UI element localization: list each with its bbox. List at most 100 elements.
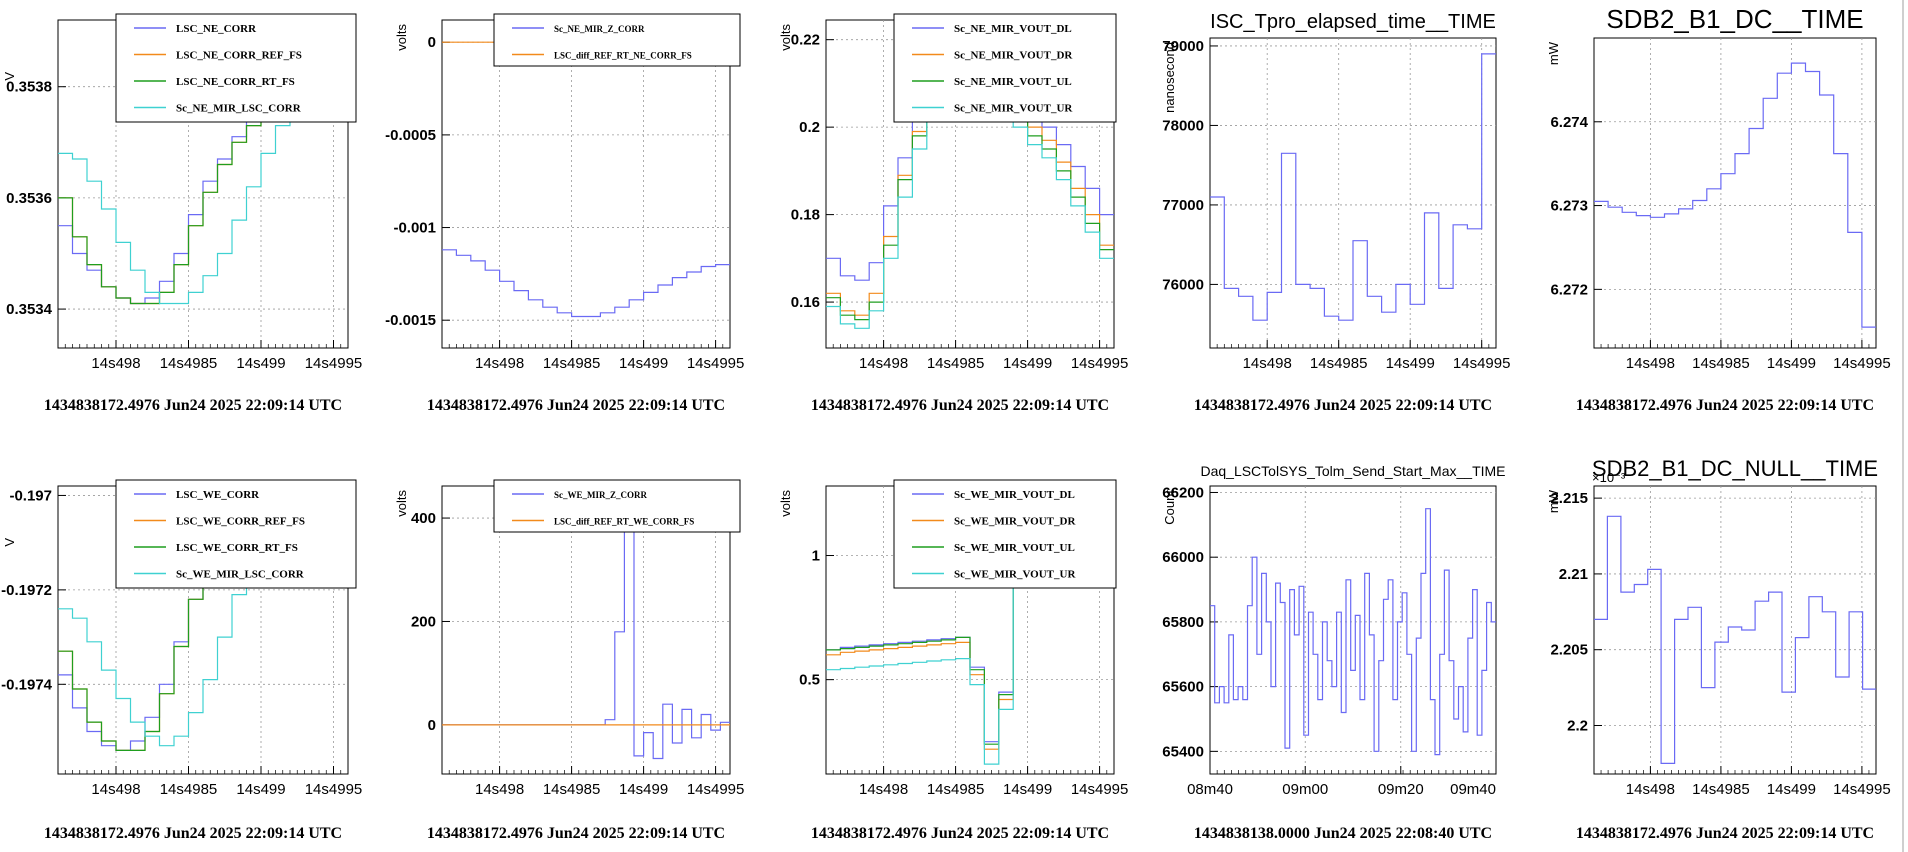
y-tick-label: 2.2 (1567, 717, 1588, 734)
y-axis-label: volts (394, 490, 409, 517)
legend-box (115, 479, 357, 589)
footer-timestamp: 1434838172.4976 Jun24 2025 22:09:14 UTC (44, 825, 342, 842)
y-tick-label: 0 (428, 34, 436, 51)
x-tick-label: 14s4995 (305, 355, 363, 372)
x-tick-label: 14s4985 (543, 355, 601, 372)
series-line-1 (1210, 508, 1496, 756)
panel-6: 14s498 14s4985 14s499 14s4995 -0.197 -0.1972 -… (1, 479, 362, 842)
footer-timestamp: 1434838138.0000 Jun24 2025 22:08:40 UTC (1194, 825, 1492, 842)
x-tick-label: 14s4985 (1310, 355, 1368, 372)
y-axis-label: V (2, 538, 17, 547)
panel-5: 14s498 14s4985 14s499 14s4995 6.272 6.273 6.27… (1546, 4, 1891, 414)
x-tick-label: 14s499 (236, 781, 285, 798)
y-tick-label: 6.272 (1550, 281, 1588, 298)
y-axis-label: mW (1546, 41, 1561, 65)
x-tick-label: 14s499 (1767, 355, 1816, 372)
legend-entry: LSC_NE_CORR_REF_FS (176, 50, 302, 62)
legend-entry: Sc_WE_MIR_VOUT_DL (954, 489, 1075, 501)
y-tick-label: 78000 (1162, 117, 1204, 134)
x-tick-label: 14s498 (859, 781, 908, 798)
x-tick-label: 14s499 (619, 355, 668, 372)
series-line-1 (1210, 53, 1496, 321)
x-tick-label: 14s4985 (160, 355, 218, 372)
y-tick-label: 0.22 (791, 32, 820, 49)
y-axis-label: volts (778, 490, 793, 517)
footer-timestamp: 1434838172.4976 Jun24 2025 22:09:14 UTC (427, 825, 725, 842)
panel-2: 14s498 14s4985 14s499 14s4995 0 -0.0005 -0.001… (385, 13, 745, 414)
legend-entry: Sc_NE_MIR_VOUT_DR (954, 50, 1073, 62)
y-tick-label: 2.215 (1550, 490, 1588, 507)
y-tick-label: 200 (411, 613, 436, 630)
series-line-4 (58, 486, 277, 747)
legend-entry: Sc_WE_MIR_VOUT_UR (954, 569, 1076, 581)
x-tick-label: 14s498 (1626, 781, 1675, 798)
legend-entry: Sc_WE_MIR_VOUT_DR (954, 516, 1076, 528)
y-tick-label: -0.1972 (1, 582, 52, 599)
series-line-1 (1594, 515, 1876, 764)
plot-frame (1593, 485, 1877, 775)
legend-box (893, 479, 1117, 589)
plot-frame (441, 19, 731, 349)
legend-entry: LSC_WE_CORR (176, 489, 260, 501)
y-tick-label: -0.0015 (385, 312, 436, 329)
chart-title: SDB2_B1_DC__TIME (1606, 4, 1863, 34)
x-tick-label: 14s498 (475, 355, 524, 372)
x-tick-label: 14s499 (1767, 781, 1816, 798)
footer-timestamp: 1434838172.4976 Jun24 2025 22:09:14 UTC (427, 397, 725, 414)
legend-entry: Sc_NE_MIR_VOUT_UR (954, 103, 1073, 115)
panel-9: 08m40 09m00 09m20 09m40 65400 65600 65800 66000… (1162, 463, 1506, 842)
y-tick-label: 0.5 (799, 672, 820, 689)
footer-timestamp: 1434838172.4976 Jun24 2025 22:09:14 UTC (811, 397, 1109, 414)
x-tick-label: 14s4995 (687, 355, 745, 372)
legend-entry: Sc_NE_MIR_VOUT_DL (954, 23, 1072, 35)
plot-frame (1209, 485, 1497, 775)
chart-title: Daq_LSCTolSYS_Tolm_Send_Start_Max__TIME (1200, 463, 1505, 479)
legend-entry: LSC_diff_REF_RT_NE_CORR_FS (554, 51, 692, 61)
legend-box (493, 13, 741, 67)
x-tick-label: 14s4995 (1833, 781, 1891, 798)
x-tick-label: 14s499 (1386, 355, 1435, 372)
x-tick-label: 14s4995 (687, 781, 745, 798)
y-tick-label: 0.2 (799, 119, 820, 136)
x-tick-label: 14s4995 (1453, 355, 1511, 372)
y-tick-label: -0.0005 (385, 127, 436, 144)
x-tick-label: 08m40 (1187, 781, 1233, 798)
y-tick-label: 0 (428, 717, 436, 734)
y-tick-label: 6.274 (1550, 114, 1588, 131)
y-tick-label: 0.3534 (6, 301, 53, 318)
x-tick-label: 09m40 (1450, 781, 1496, 798)
panel-8: 14s498 14s4985 14s499 14s4995 0.5 1 volts Sc_WE… (778, 479, 1128, 842)
y-tick-label: 2.21 (1559, 566, 1588, 583)
x-tick-label: 14s498 (91, 355, 140, 372)
y-tick-label: 0.16 (791, 294, 820, 311)
y-tick-label: 65600 (1162, 679, 1204, 696)
x-tick-label: 14s4995 (1833, 355, 1891, 372)
x-tick-label: 14s499 (236, 355, 285, 372)
y-tick-label: 0.18 (791, 207, 820, 224)
y-axis-label: volts (394, 24, 409, 51)
footer-timestamp: 1434838172.4976 Jun24 2025 22:09:14 UTC (811, 825, 1109, 842)
y-axis-label: nanosecond (1162, 42, 1177, 113)
x-tick-label: 14s4985 (1692, 355, 1750, 372)
footer-timestamp: 1434838172.4976 Jun24 2025 22:09:14 UTC (1576, 397, 1874, 414)
legend-entry: Sc_NE_MIR_Z_CORR (554, 24, 645, 34)
legend-box (115, 13, 357, 123)
legend-box (893, 13, 1117, 123)
x-tick-label: 14s499 (1003, 781, 1052, 798)
plot-frame (1593, 37, 1877, 349)
x-tick-label: 09m20 (1378, 781, 1424, 798)
x-tick-label: 09m00 (1282, 781, 1328, 798)
y-tick-label: 66000 (1162, 549, 1204, 566)
legend-entry: Sc_NE_MIR_LSC_CORR (176, 103, 302, 115)
panel-3: 14s498 14s4985 14s499 14s4995 0.16 0.18 0.2 0.2… (778, 13, 1128, 414)
y-axis-label: V (2, 72, 17, 81)
footer-timestamp: 1434838172.4976 Jun24 2025 22:09:14 UTC (1194, 397, 1492, 414)
y-tick-label: 76000 (1162, 276, 1204, 293)
y-axis-label: volts (778, 24, 793, 51)
x-tick-label: 14s4985 (160, 781, 218, 798)
footer-timestamp: 1434838172.4976 Jun24 2025 22:09:14 UTC (44, 397, 342, 414)
x-tick-label: 14s4985 (927, 355, 985, 372)
legend-entry: LSC_diff_REF_RT_WE_CORR_FS (554, 517, 694, 527)
x-tick-label: 14s499 (1003, 355, 1052, 372)
legend-entry: Sc_WE_MIR_Z_CORR (554, 490, 648, 500)
